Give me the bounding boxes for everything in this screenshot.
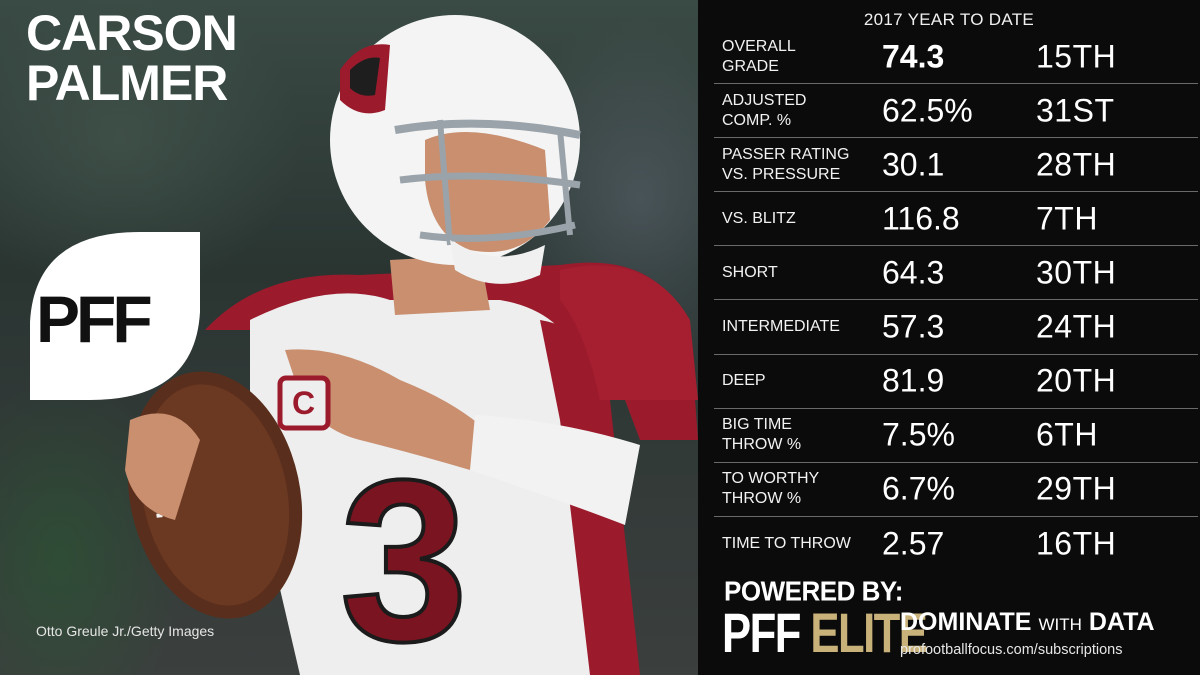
pff-logo-text: PFF — [36, 282, 150, 356]
subscription-link[interactable]: profootballfocus.com/subscriptions — [900, 642, 1123, 658]
stat-rank: 30TH — [1036, 254, 1117, 291]
stats-header: 2017 YEAR TO DATE — [698, 10, 1200, 30]
stat-rank: 29TH — [1036, 470, 1117, 507]
player-first-name: CARSON — [26, 5, 238, 61]
player-last-name: PALMER — [26, 55, 228, 111]
stat-value: 2.57 — [882, 525, 945, 562]
stat-row: SHORT 64.3 30TH — [714, 246, 1198, 301]
stat-row: BIG TIME THROW % 7.5% 6TH — [714, 409, 1198, 463]
player-photo: 3 C CARSON PALMER PFF Ot — [0, 0, 698, 675]
tagline: DOMINATE WITH DATA — [900, 608, 1155, 637]
stat-value: 7.5% — [882, 416, 955, 453]
stats-header-text: 2017 YEAR TO DATE — [863, 10, 1035, 29]
stat-row: VS. BLITZ 116.8 7TH — [714, 192, 1198, 247]
stat-rank: 20TH — [1036, 362, 1117, 399]
stat-row: TO WORTHY THROW % 6.7% 29TH — [714, 463, 1198, 517]
stat-rank: 28TH — [1036, 146, 1117, 183]
pff-logo: PFF — [30, 232, 200, 400]
stat-value: 81.9 — [882, 362, 945, 399]
stat-rank: 31ST — [1036, 92, 1115, 129]
stat-row: ADJUSTED COMP. % 62.5% 31ST — [714, 84, 1198, 139]
stat-rank: 24TH — [1036, 308, 1117, 345]
tagline-dominate: DOMINATE — [900, 608, 1032, 636]
pff-elite-logo-pff: PFF — [722, 601, 801, 664]
stat-label: INTERMEDIATE — [722, 318, 840, 335]
photo-credit: Otto Greule Jr./Getty Images — [36, 623, 215, 639]
stat-rank: 7TH — [1036, 200, 1098, 237]
stat-value: 74.3 — [882, 38, 945, 74]
stat-label: PASSER RATING VS. PRESSURE — [722, 145, 850, 183]
stat-label: SHORT — [722, 263, 778, 281]
tagline-data: DATA — [1088, 608, 1155, 636]
stat-label: TIME TO THROW — [722, 534, 851, 552]
stat-label: ADJUSTED COMP. % — [722, 91, 807, 129]
stat-value: 30.1 — [882, 146, 945, 183]
stat-value: 6.7% — [882, 470, 955, 507]
stat-value: 62.5% — [882, 92, 973, 129]
stat-label: OVERALL GRADE — [722, 37, 796, 75]
stat-row: DEEP 81.9 20TH — [714, 355, 1198, 409]
stat-label: BIG TIME THROW % — [722, 416, 802, 454]
stat-value: 57.3 — [882, 308, 945, 345]
stat-label: DEEP — [722, 372, 766, 390]
stat-row: INTERMEDIATE 57.3 24TH — [714, 301, 1198, 355]
stat-label: TO WORTHY THROW % — [722, 470, 820, 508]
stat-rank: 6TH — [1036, 416, 1098, 453]
powered-by-label: POWERED BY: — [724, 575, 903, 607]
quarterback-illustration: 3 C — [125, 15, 698, 675]
stat-value: 116.8 — [882, 200, 960, 237]
tagline-with: WITH — [1038, 615, 1082, 634]
svg-text:C: C — [292, 385, 315, 421]
svg-text:3: 3 — [340, 432, 468, 675]
stats-panel: 2017 YEAR TO DATE OVERALL GRADE 74.3 15TH A… — [698, 0, 1200, 675]
stat-row: TIME TO THROW 2.57 16TH — [714, 517, 1198, 571]
promo-footer: POWERED BY: PFF ELITE DOMINATE WITH DATA… — [698, 575, 1200, 675]
stat-rank: 16TH — [1036, 525, 1117, 562]
pff-elite-logo-elite: ELITE — [810, 601, 928, 664]
pff-elite-logo: PFF ELITE — [722, 601, 928, 664]
stat-row: PASSER RATING VS. PRESSURE 30.1 28TH — [714, 138, 1198, 193]
stat-row: OVERALL GRADE 74.3 15TH — [714, 30, 1198, 84]
player-name: CARSON PALMER — [26, 5, 238, 111]
stat-label: VS. BLITZ — [722, 209, 796, 227]
stat-value: 64.3 — [882, 254, 945, 291]
stat-rank: 15TH — [1036, 38, 1117, 74]
